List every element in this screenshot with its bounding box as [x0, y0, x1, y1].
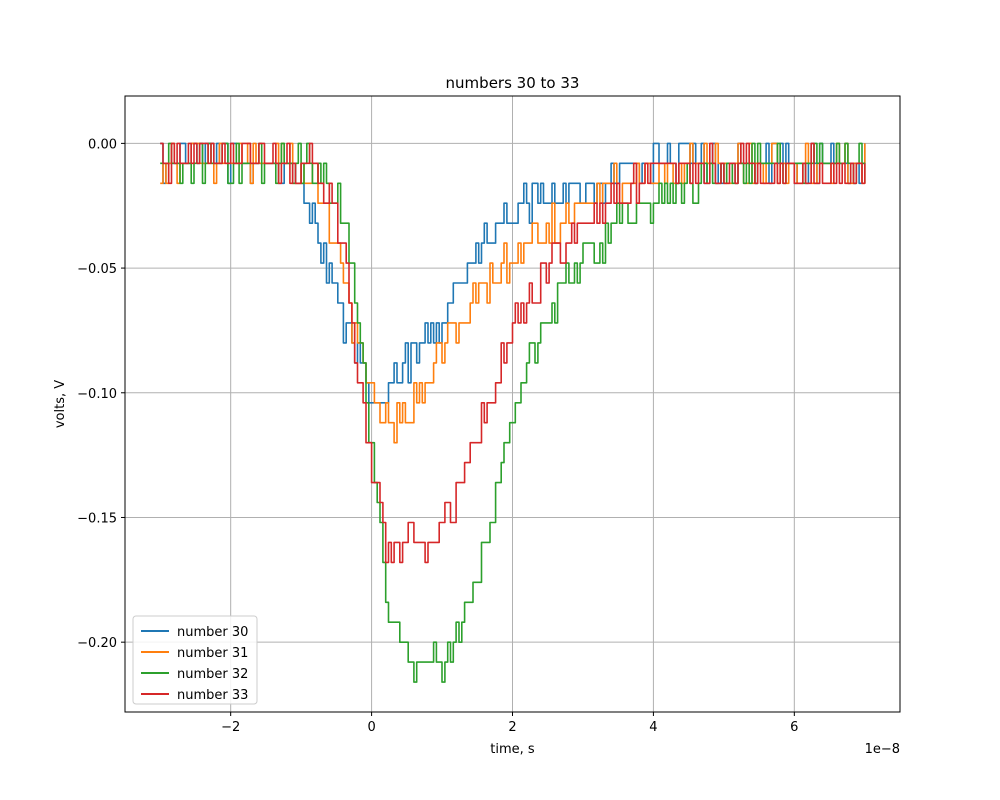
- series-line-number-33: [160, 142, 866, 564]
- legend-label: number 33: [177, 688, 248, 703]
- x-tick-label: 4: [649, 720, 657, 735]
- x-tick-label: 6: [790, 720, 798, 735]
- y-axis-label: volts, V: [53, 380, 68, 428]
- y-tick-label: −0.20: [77, 636, 117, 651]
- series-lines: [160, 142, 866, 683]
- y-tick-label: −0.15: [77, 511, 117, 526]
- y-tick-label: 0.00: [88, 137, 117, 152]
- legend-label: number 32: [177, 667, 248, 682]
- series-line-number-32: [160, 142, 866, 683]
- legend-label: number 30: [177, 625, 248, 640]
- y-tick-label: −0.05: [77, 262, 117, 277]
- chart-title: numbers 30 to 33: [446, 74, 580, 92]
- x-offset-label: 1e−8: [865, 742, 900, 757]
- y-tick-label: −0.10: [77, 387, 117, 402]
- x-axis-label: time, s: [490, 742, 535, 757]
- legend-box: [132, 615, 258, 705]
- x-tick-label: 2: [508, 720, 516, 735]
- legend: number 30 number 31 number 32 number 33: [132, 615, 258, 705]
- x-tick-label: 0: [367, 720, 375, 735]
- x-tick-label: −2: [221, 720, 240, 735]
- legend-label: number 31: [177, 646, 248, 661]
- axis-ticks: −2 0 2 4 6 0.00 −0.05 −0.10 −0.15 −0.20: [77, 137, 798, 735]
